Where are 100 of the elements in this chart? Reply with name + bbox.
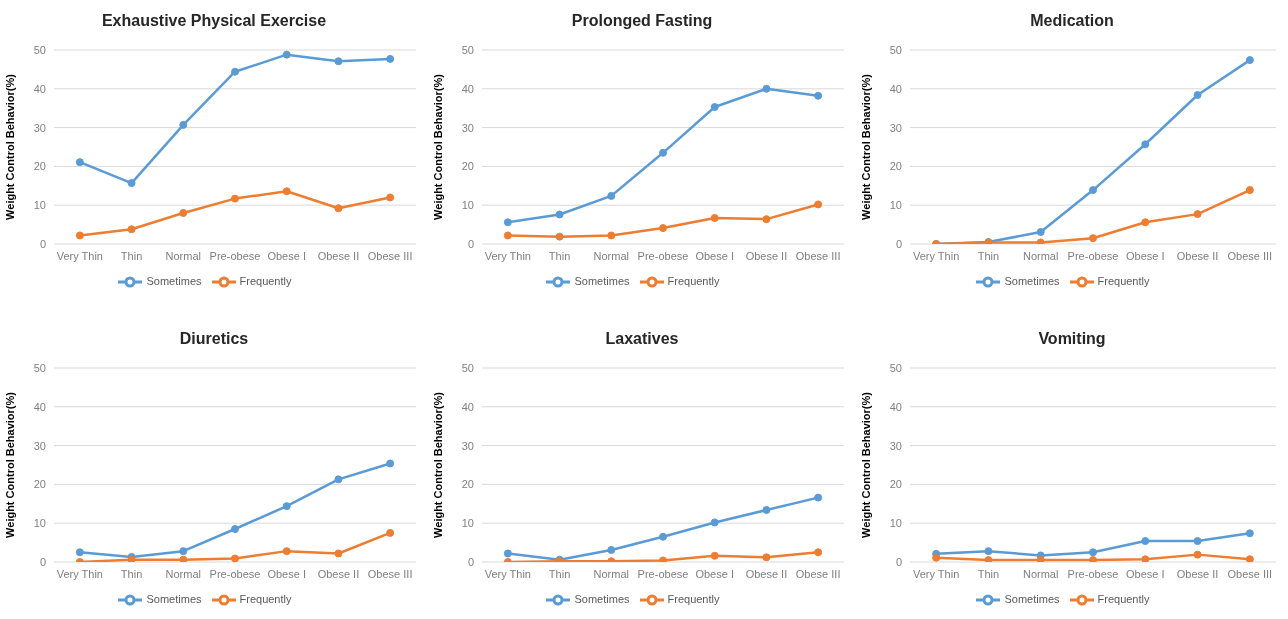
point	[710, 551, 719, 560]
point	[179, 120, 188, 129]
legend-label: Frequently	[1097, 592, 1150, 605]
x-tick-label: Pre-obese	[637, 249, 689, 262]
x-tick-label: Very Thin	[484, 567, 531, 580]
x-tick-label: Thin	[120, 249, 143, 262]
x-tick-label: Obese I	[1126, 567, 1165, 580]
y-axis-title: Weight Control Behavior(%)	[3, 391, 16, 538]
y-tick-label: 50	[33, 361, 46, 374]
y-tick-label: 40	[33, 400, 46, 413]
point	[282, 187, 291, 196]
point	[282, 502, 291, 511]
x-tick-label: Obese III	[367, 567, 413, 580]
y-tick-label: 30	[461, 439, 474, 452]
point	[334, 475, 343, 484]
y-tick-label: 50	[461, 43, 474, 56]
point	[659, 224, 667, 233]
legend-label: Sometimes	[146, 592, 202, 605]
x-tick-label: Very Thin	[913, 249, 960, 262]
x-tick-label: Obese I	[267, 249, 306, 262]
legend-label: Sometimes	[146, 274, 202, 287]
point	[231, 194, 239, 203]
x-tick-label: Obese III	[795, 567, 841, 580]
point	[231, 525, 239, 534]
legend-label: Sometimes	[574, 274, 630, 287]
x-tick-label: Normal	[1022, 249, 1059, 262]
y-tick-label: 30	[461, 121, 474, 134]
x-tick-label: Obese II	[317, 567, 360, 580]
x-tick-label: Thin	[977, 249, 1000, 262]
point	[1089, 234, 1097, 243]
legend-label: Sometimes	[1004, 274, 1060, 287]
legend-label: Sometimes	[574, 592, 630, 605]
point	[1245, 186, 1254, 195]
y-tick-label: 20	[889, 160, 902, 173]
y-tick-label: 0	[39, 555, 46, 568]
x-tick-label: Thin	[977, 567, 1000, 580]
point	[334, 204, 343, 213]
point	[1036, 227, 1045, 236]
x-tick-label: Very Thin	[56, 249, 103, 262]
point	[762, 553, 771, 562]
point	[503, 218, 512, 227]
y-tick-label: 20	[33, 160, 46, 173]
point	[814, 91, 823, 100]
legend-label: Frequently	[239, 274, 292, 287]
point	[607, 545, 616, 554]
point	[386, 54, 395, 63]
y-tick-label: 0	[467, 555, 474, 568]
point	[127, 179, 136, 188]
x-tick-label: Pre-obese	[1067, 567, 1119, 580]
y-axis-title: Weight Control Behavior(%)	[3, 73, 16, 220]
y-tick-label: 50	[889, 361, 902, 374]
x-tick-label: Obese III	[367, 249, 413, 262]
y-axis-title: Weight Control Behavior(%)	[431, 391, 444, 538]
point	[75, 231, 84, 240]
y-tick-label: 20	[889, 478, 902, 491]
x-tick-label: Obese II	[1176, 567, 1219, 580]
point	[231, 67, 239, 76]
chart-title: Diuretics	[178, 329, 250, 349]
point	[231, 554, 239, 562]
point	[503, 231, 512, 240]
x-tick-label: Obese II	[317, 249, 360, 262]
y-tick-label: 10	[33, 199, 46, 212]
y-tick-label: 10	[889, 517, 902, 530]
y-axis-title: Weight Control Behavior(%)	[431, 73, 444, 220]
chart-title: Prolonged Fasting	[570, 11, 714, 31]
y-axis-title: Weight Control Behavior(%)	[859, 391, 872, 538]
point	[762, 84, 771, 93]
point	[282, 50, 291, 59]
legend-label: Frequently	[239, 592, 292, 605]
chart-title: Medication	[1029, 11, 1115, 31]
y-tick-label: 30	[33, 121, 46, 134]
point	[1193, 91, 1202, 100]
x-tick-label: Pre-obese	[1067, 249, 1119, 262]
chart-title: Exhaustive Physical Exercise	[100, 11, 328, 31]
point	[607, 231, 616, 240]
point	[386, 459, 395, 468]
y-tick-label: 0	[467, 237, 474, 250]
x-tick-label: Pre-obese	[637, 567, 689, 580]
point	[710, 518, 719, 527]
point	[710, 103, 719, 112]
x-tick-label: Normal	[593, 249, 630, 262]
point	[1193, 210, 1202, 219]
y-tick-label: 30	[889, 121, 902, 134]
x-tick-label: Pre-obese	[209, 249, 261, 262]
y-tick-label: 10	[889, 199, 902, 212]
y-tick-label: 20	[461, 160, 474, 173]
y-tick-label: 0	[39, 237, 46, 250]
x-tick-label: Normal	[593, 567, 630, 580]
point	[282, 547, 291, 556]
point	[607, 191, 616, 200]
y-tick-label: 30	[33, 439, 46, 452]
chart-title: Vomiting	[1037, 329, 1107, 349]
x-tick-label: Obese III	[1227, 567, 1273, 580]
y-tick-label: 20	[33, 478, 46, 491]
point	[179, 547, 188, 556]
point	[75, 548, 84, 557]
x-tick-label: Obese I	[267, 567, 306, 580]
y-tick-label: 40	[461, 400, 474, 413]
point	[762, 215, 771, 224]
legend-label: Frequently	[667, 592, 720, 605]
